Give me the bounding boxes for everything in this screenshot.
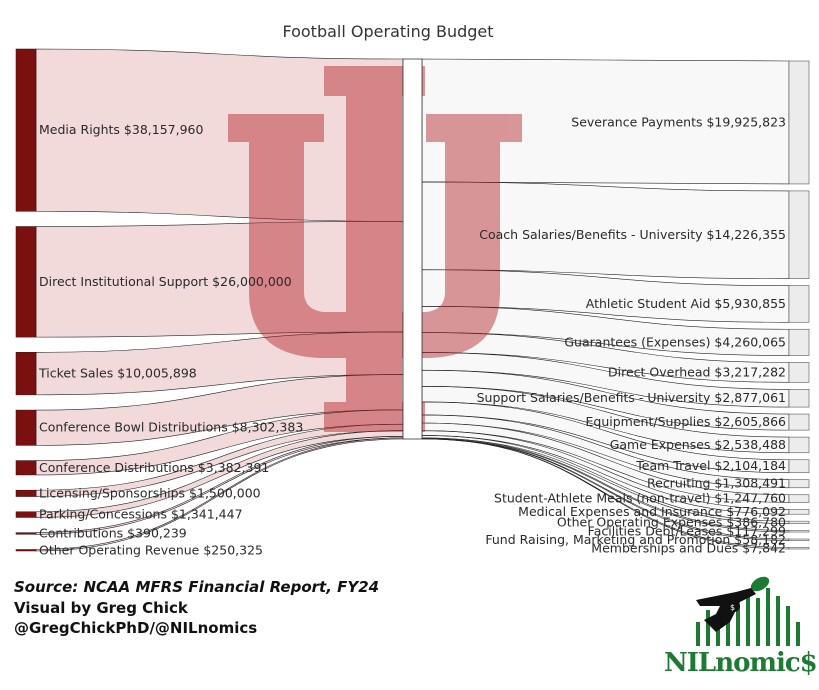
logo-wordmark: NILnomic$ xyxy=(664,648,818,678)
revenue-label-conference-distributions: Conference Distributions $3,382,391 xyxy=(39,460,269,475)
flow-links xyxy=(35,48,790,552)
revenue-node-media-rights xyxy=(15,48,37,212)
expense-label-other-operating-expenses: Other Operating Expenses $386,780 xyxy=(557,514,786,529)
revenue-nodes: Media Rights $38,157,960 Direct Instituti… xyxy=(15,48,303,557)
expense-label-team-travel: Team Travel $2,104,184 xyxy=(635,458,786,473)
expense-node-fund-raising-marketing-and-promotion xyxy=(788,538,810,541)
expense-node-facilities-debt-leases xyxy=(788,530,810,533)
expense-node-coach-salaries-benefits-university xyxy=(788,190,810,279)
expense-label-support-salaries-benefits-university: Support Salaries/Benefits - University $… xyxy=(477,390,786,405)
expense-label-facilities-debt-leases: Facilities Debt/Leases $117,299 xyxy=(588,523,786,538)
expense-label-equipment-supplies: Equipment/Supplies $2,605,866 xyxy=(586,414,787,429)
expense-label-student-athlete-meals-non-travel: Student-Athlete Meals (non-travel) $1,24… xyxy=(494,491,786,506)
expense-node-memberships-and-dues xyxy=(788,547,810,550)
revenue-label-direct-institutional-support: Direct Institutional Support $26,000,000 xyxy=(39,274,292,289)
revenue-label-media-rights: Media Rights $38,157,960 xyxy=(39,122,203,137)
credit-line: Visual by Greg Chick xyxy=(14,599,188,617)
expense-node-support-salaries-benefits-university xyxy=(788,389,810,408)
revenue-label-other-operating-revenue: Other Operating Revenue $250,325 xyxy=(39,542,263,557)
expense-label-memberships-and-dues: Memberships and Dues $7,842 xyxy=(591,540,786,555)
iu-watermark-logo xyxy=(228,66,522,432)
revenue-node-direct-institutional-support xyxy=(15,226,37,338)
svg-text:$: $ xyxy=(730,603,735,612)
expense-label-direct-overhead: Direct Overhead $3,217,282 xyxy=(608,364,786,379)
expense-label-recruiting: Recruiting $1,308,491 xyxy=(647,476,786,491)
expense-label-severance-payments: Severance Payments $19,925,823 xyxy=(571,114,786,129)
revenue-node-other-operating-revenue xyxy=(15,549,37,552)
expense-node-recruiting xyxy=(788,479,810,489)
social-handles: @GregChickPhD/@NILnomics xyxy=(14,619,258,637)
expense-node-other-operating-expenses xyxy=(788,520,810,524)
expense-node-game-expenses xyxy=(788,436,810,454)
expense-node-severance-payments xyxy=(788,60,810,185)
revenue-label-conference-bowl-distributions: Conference Bowl Distributions $8,302,383 xyxy=(39,420,303,435)
expense-label-athletic-student-aid: Athletic Student Aid $5,930,855 xyxy=(586,296,786,311)
nilnomics-logo: $ xyxy=(696,576,800,646)
expense-node-student-athlete-meals-non-travel xyxy=(788,494,810,503)
expense-node-athletic-student-aid xyxy=(788,285,810,323)
expense-label-coach-salaries-benefits-university: Coach Salaries/Benefits - University $14… xyxy=(479,227,786,242)
expense-node-team-travel xyxy=(788,459,810,474)
expense-label-fund-raising-marketing-and-promotion: Fund Raising, Marketing and Promotion $5… xyxy=(485,532,786,547)
revenue-label-contributions: Contributions $390,239 xyxy=(39,525,187,540)
chart-title: Football Operating Budget xyxy=(282,22,493,41)
expense-nodes: Severance Payments $19,925,823 Coach Sala… xyxy=(477,60,810,555)
revenue-label-ticket-sales: Ticket Sales $10,005,898 xyxy=(38,366,197,381)
expense-node-direct-overhead xyxy=(788,362,810,383)
revenue-node-conference-bowl-distributions xyxy=(15,409,37,446)
expense-label-game-expenses: Game Expenses $2,538,488 xyxy=(610,437,786,452)
expense-node-guarantees-expenses xyxy=(788,328,810,356)
source-note: Source: NCAA MFRS Financial Report, FY24 xyxy=(14,578,380,596)
expense-label-medical-expenses-and-insurance: Medical Expenses and Insurance $776,092 xyxy=(518,504,786,519)
expense-node-medical-expenses-and-insurance xyxy=(788,509,810,515)
expense-label-guarantees-expenses: Guarantees (Expenses) $4,260,065 xyxy=(564,334,786,349)
revenue-node-parking-concessions xyxy=(15,511,37,518)
revenue-label-parking-concessions: Parking/Concessions $1,341,447 xyxy=(39,507,243,522)
expense-node-equipment-supplies xyxy=(788,413,810,431)
total-budget-node xyxy=(402,58,423,440)
revenue-label-licensing-sponsorships: Licensing/Sponsorships $1,500,000 xyxy=(39,485,261,500)
revenue-node-ticket-sales xyxy=(15,352,37,396)
revenue-node-licensing-sponsorships xyxy=(15,489,37,497)
revenue-node-contributions xyxy=(15,532,37,535)
revenue-node-conference-distributions xyxy=(15,460,37,476)
